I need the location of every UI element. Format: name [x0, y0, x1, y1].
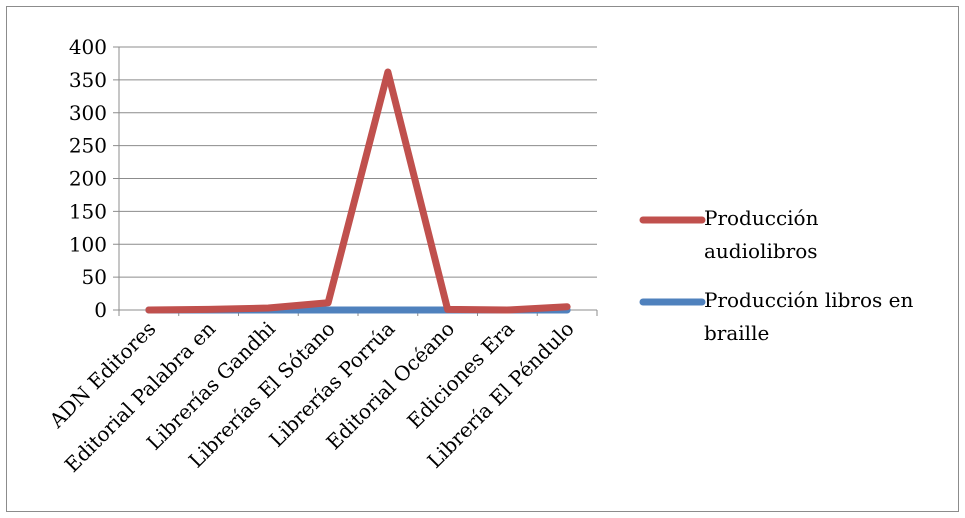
y-tick-label: 50	[82, 265, 107, 289]
y-tick-label: 300	[69, 101, 107, 125]
chart-frame	[6, 6, 959, 512]
y-tick-label: 400	[69, 35, 107, 59]
y-tick-label: 350	[69, 68, 107, 92]
y-tick-label: 0	[94, 298, 107, 322]
y-tick-label: 150	[69, 199, 107, 223]
y-tick-label: 200	[69, 167, 107, 191]
legend-label: Producción	[704, 206, 819, 230]
x-tick-label: Ediciones Era	[402, 317, 519, 434]
y-tick-label: 250	[69, 134, 107, 158]
legend-label: Producción libros en	[704, 288, 913, 312]
gridlines	[119, 46, 597, 278]
legend-label: audiolibros	[704, 239, 818, 263]
series-lines	[145, 68, 571, 314]
y-tick-label: 100	[69, 232, 107, 256]
legend-label: braille	[704, 321, 769, 345]
legend: Producción audiolibros Producción libros e…	[639, 206, 913, 345]
axes	[113, 46, 598, 316]
x-tick-label: ADN Editores	[44, 317, 161, 434]
y-tick-labels: 0 50 100 150 200 250 300 350 400	[69, 35, 107, 322]
series-line	[145, 68, 571, 314]
